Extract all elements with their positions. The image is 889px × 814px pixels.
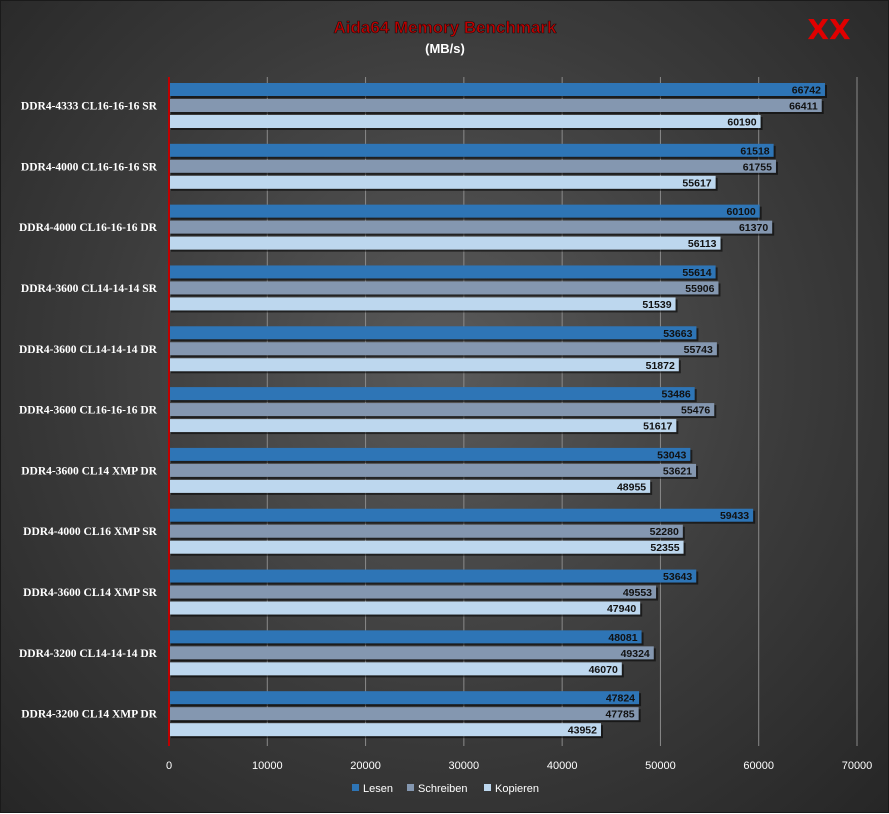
data-label: 61755 (743, 161, 772, 173)
bar-lesen (169, 630, 642, 644)
data-label: 48955 (617, 481, 646, 493)
data-label: 51539 (642, 299, 671, 311)
data-label: 43952 (568, 725, 597, 737)
data-label: 53663 (663, 328, 692, 340)
category-label: DDR4-4000 CL16-16-16 DR (19, 222, 158, 234)
data-label: 52355 (650, 542, 679, 554)
bar-lesen (169, 143, 774, 157)
legend-swatch (484, 784, 491, 791)
x-tick-label: 70000 (842, 760, 873, 772)
bar-schreiben (169, 524, 683, 538)
data-label: 66411 (789, 101, 818, 113)
data-label: 48081 (608, 632, 637, 644)
bar-kopieren (169, 175, 716, 189)
bar-schreiben (169, 281, 719, 295)
data-label: 59433 (720, 510, 749, 522)
data-label: 55476 (681, 405, 710, 417)
bar-schreiben (169, 220, 773, 234)
data-label: 47785 (605, 709, 634, 721)
data-label: 46070 (589, 664, 618, 676)
category-label: DDR4-3600 CL14-14-14 DR (19, 344, 158, 356)
bar-kopieren (169, 236, 721, 250)
bar-schreiben (169, 342, 717, 356)
bar-schreiben (169, 646, 654, 660)
bar-schreiben (169, 99, 822, 112)
category-label: DDR4-3600 CL16-16-16 DR (19, 405, 158, 417)
category-label: DDR4-4000 CL16 XMP SR (23, 526, 158, 538)
legend-swatch (407, 784, 414, 791)
data-label: 60100 (726, 206, 755, 218)
data-label: 51617 (643, 421, 672, 433)
legend-label: Kopieren (495, 783, 539, 795)
bar-lesen (169, 387, 695, 401)
bar-schreiben (169, 463, 697, 477)
data-label: 47824 (606, 693, 635, 705)
category-label: DDR4-4000 CL16-16-16 SR (21, 161, 158, 173)
data-label: 47940 (607, 603, 636, 615)
bar-kopieren (169, 601, 641, 615)
bar-kopieren (169, 419, 677, 433)
data-label: 61518 (740, 145, 769, 157)
bar-lesen (169, 83, 825, 96)
chart-title: Aida64 Memory Benchmark (334, 18, 558, 37)
bar-lesen (169, 447, 691, 461)
category-label: DDR4-4333 CL16-16-16 SR (21, 101, 158, 113)
logo-mark: XX (807, 13, 851, 46)
category-label: DDR4-3200 CL14-14-14 DR (19, 648, 158, 660)
bar-kopieren (169, 358, 679, 372)
data-label: 61370 (739, 222, 768, 234)
data-label: 53621 (663, 465, 692, 477)
data-label: 56113 (688, 238, 717, 250)
chart-subtitle: (MB/s) (425, 41, 465, 56)
data-label: 55617 (682, 177, 711, 189)
data-label: 55614 (682, 267, 711, 279)
x-tick-label: 60000 (743, 760, 774, 772)
bar-kopieren (169, 115, 761, 128)
bar-lesen (169, 508, 754, 522)
bar-lesen (169, 569, 697, 583)
bar-lesen (169, 204, 760, 218)
x-tick-label: 50000 (645, 760, 676, 772)
data-label: 49324 (621, 648, 650, 660)
bar-schreiben (169, 707, 639, 721)
legend-label: Lesen (363, 783, 393, 795)
data-label: 53643 (663, 571, 692, 583)
data-label: 55743 (684, 344, 713, 356)
bar-kopieren (169, 662, 622, 676)
x-tick-label: 10000 (252, 760, 283, 772)
data-label: 52280 (650, 526, 679, 538)
bar-schreiben (169, 585, 657, 599)
data-label: 53486 (661, 389, 690, 401)
data-label: 51872 (646, 360, 675, 372)
bar-kopieren (169, 297, 676, 311)
x-tick-label: 30000 (449, 760, 480, 772)
bar-kopieren (169, 723, 601, 737)
legend-label: Schreiben (418, 783, 468, 795)
data-label: 55906 (685, 283, 714, 295)
category-label: DDR4-3600 CL14 XMP DR (21, 465, 157, 477)
x-tick-label: 0 (166, 760, 172, 772)
bar-schreiben (169, 403, 715, 417)
data-label: 60190 (727, 117, 756, 129)
category-label: DDR4-3600 CL14-14-14 SR (21, 283, 158, 295)
category-label: DDR4-3200 CL14 XMP DR (21, 709, 157, 721)
x-tick-label: 20000 (350, 760, 381, 772)
bar-lesen (169, 691, 640, 705)
bar-kopieren (169, 540, 684, 554)
data-label: 53043 (657, 449, 686, 461)
bar-kopieren (169, 479, 651, 493)
bar-lesen (169, 326, 697, 340)
bar-lesen (169, 265, 716, 279)
legend-swatch (352, 784, 359, 791)
category-label: DDR4-3600 CL14 XMP SR (23, 587, 158, 599)
data-label: 66742 (792, 85, 821, 97)
data-label: 49553 (623, 587, 652, 599)
bar-schreiben (169, 159, 776, 173)
x-tick-label: 40000 (547, 760, 578, 772)
